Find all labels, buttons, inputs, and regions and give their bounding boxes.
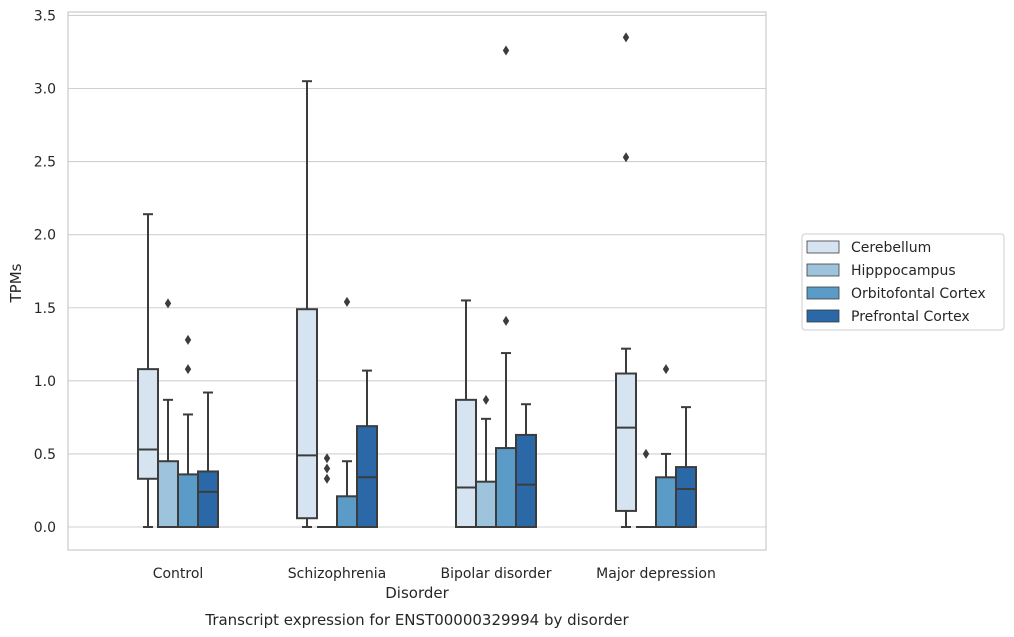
outlier-marker (184, 334, 192, 345)
legend-frame (801, 233, 1005, 331)
box-2-1 (475, 394, 497, 528)
outlier-marker (502, 45, 510, 56)
box-2-0 (455, 299, 477, 528)
y-tick-label: 0.5 (34, 447, 56, 463)
x-axis-title: Disorder (385, 584, 449, 602)
box-body (475, 480, 497, 528)
outlier-marker (164, 298, 172, 309)
box-body (655, 476, 677, 529)
box-body (495, 447, 517, 529)
x-tick-label: Major depression (596, 566, 716, 582)
box-3-2 (655, 364, 677, 529)
legend-swatch-hippocampus (806, 263, 840, 277)
box-body (197, 470, 219, 528)
legend-swatch-cerebellum (806, 240, 840, 254)
legend: Cerebellum Hipppocampus Orbitofontal Cor… (801, 233, 1005, 331)
outlier-marker (323, 453, 331, 464)
outlier-marker (323, 473, 331, 484)
legend-label-orbitofrontal: Orbitofontal Cortex (851, 286, 986, 302)
box-1-0 (296, 80, 318, 528)
box-body (137, 368, 159, 480)
y-axis-ticks: 0.0 0.5 1.0 1.5 2.0 2.5 3.0 3.5 (34, 8, 56, 536)
plot-area (137, 32, 697, 529)
box-1-2 (336, 296, 358, 528)
box-3-1 (636, 448, 656, 528)
legend-label-prefrontal: Prefrontal Cortex (851, 309, 970, 325)
legend-swatch-orbitofrontal (806, 286, 840, 300)
x-tick-label: Control (153, 566, 204, 582)
box-0-0 (137, 213, 159, 528)
box-3-0 (615, 32, 637, 528)
y-tick-label: 1.5 (34, 301, 56, 317)
box-0-2 (177, 334, 199, 529)
outlier-marker (642, 448, 650, 459)
box-0-3 (197, 391, 219, 528)
outlier-marker (184, 364, 192, 375)
x-tick-label: Bipolar disorder (440, 566, 551, 582)
box-1-3 (356, 369, 378, 528)
box-body (296, 308, 318, 520)
box-2-3 (515, 403, 537, 529)
outlier-marker (502, 315, 510, 326)
legend-label-cerebellum: Cerebellum (851, 240, 931, 256)
box-body (177, 473, 199, 529)
grid-lines (68, 14, 766, 528)
y-axis-title: TPMs (7, 263, 25, 303)
box-body (615, 372, 637, 512)
y-tick-label: 0.0 (34, 520, 56, 536)
box-1-1 (317, 453, 337, 528)
outlier-marker (343, 296, 351, 307)
x-axis-ticks: Control Schizophrenia Bipolar disorder Majo… (153, 566, 716, 582)
chart-caption: Transcript expression for ENST0000032999… (204, 611, 629, 629)
box-body (336, 495, 358, 528)
box-0-1 (157, 298, 179, 529)
legend-label-hippocampus: Hipppocampus (851, 263, 956, 279)
box-body (455, 398, 477, 528)
legend-swatch-prefrontal (806, 309, 840, 323)
plot-frame (67, 11, 767, 551)
y-tick-label: 3.0 (34, 82, 56, 98)
y-tick-label: 3.5 (34, 8, 56, 24)
box-body (157, 460, 179, 529)
y-tick-label: 2.5 (34, 155, 56, 171)
box-body (515, 433, 537, 529)
y-tick-label: 1.0 (34, 374, 56, 390)
y-tick-label: 2.0 (34, 228, 56, 244)
box-3-3 (675, 406, 697, 528)
x-tick-label: Schizophrenia (288, 566, 386, 582)
outlier-marker (323, 463, 331, 474)
box-2-2 (495, 45, 517, 529)
outlier-marker (482, 394, 490, 405)
outlier-marker (662, 364, 670, 375)
box-body (675, 466, 697, 528)
outlier-marker (622, 152, 630, 163)
outlier-marker (622, 32, 630, 43)
